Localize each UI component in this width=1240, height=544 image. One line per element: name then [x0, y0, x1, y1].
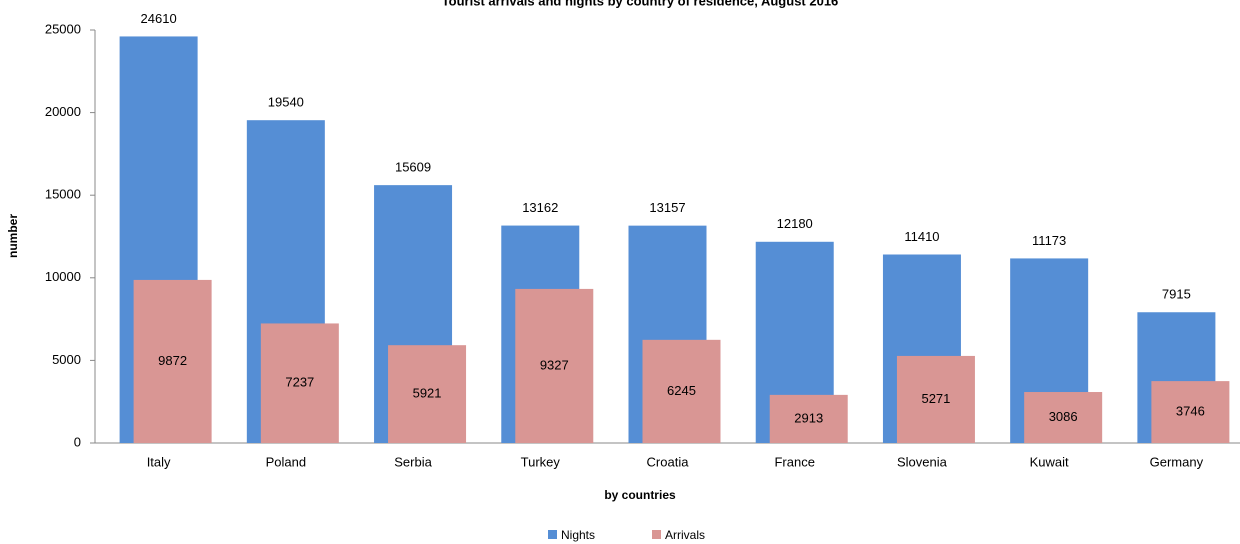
value-label: 11173 — [1032, 233, 1066, 248]
y-tick-label: 20000 — [45, 104, 81, 119]
x-tick-label: Turkey — [521, 454, 561, 469]
value-label: 5921 — [413, 386, 442, 401]
bar — [1151, 381, 1230, 443]
x-tick-label: Serbia — [394, 454, 432, 469]
bar — [1024, 392, 1103, 443]
value-label: 12180 — [777, 216, 813, 231]
bar — [260, 323, 339, 443]
legend-label: Nights — [561, 528, 595, 542]
bar — [388, 345, 467, 443]
value-label: 24610 — [141, 11, 177, 26]
value-label: 9872 — [158, 353, 187, 368]
legend-swatch — [652, 530, 661, 539]
value-label: 11410 — [904, 229, 939, 244]
value-label: 3086 — [1049, 409, 1078, 424]
bar — [133, 279, 212, 443]
bar — [515, 288, 594, 443]
bar — [769, 394, 848, 443]
x-tick-label: Poland — [266, 454, 306, 469]
y-axis-title: number — [6, 214, 20, 258]
value-label: 2913 — [794, 410, 823, 425]
bar — [896, 355, 975, 443]
value-label: 13162 — [522, 200, 558, 215]
x-tick-label: Germany — [1150, 454, 1204, 469]
x-tick-label: France — [774, 454, 814, 469]
value-label: 13157 — [649, 200, 685, 215]
value-label: 15609 — [395, 160, 431, 175]
y-tick-label: 10000 — [45, 269, 81, 284]
value-label: 7237 — [285, 375, 314, 390]
chart-title: Tourist arrivals and nights by country o… — [442, 0, 839, 8]
value-label: 7915 — [1162, 287, 1191, 302]
y-tick-label: 25000 — [45, 21, 81, 36]
value-label: 6245 — [667, 383, 696, 398]
y-tick-label: 15000 — [45, 187, 81, 202]
value-label: 9327 — [540, 357, 569, 372]
x-tick-label: Slovenia — [897, 454, 948, 469]
y-tick-label: 5000 — [52, 352, 81, 367]
value-label: 19540 — [268, 95, 304, 110]
legend-label: Arrivals — [665, 528, 705, 542]
x-tick-label: Italy — [147, 454, 171, 469]
x-tick-label: Kuwait — [1030, 454, 1069, 469]
legend-swatch — [548, 530, 557, 539]
value-label: 5271 — [921, 391, 950, 406]
y-tick-label: 0 — [74, 434, 81, 449]
value-label: 3746 — [1176, 403, 1205, 418]
x-axis-title: by countries — [604, 488, 676, 502]
bar — [642, 339, 721, 443]
x-tick-label: Croatia — [647, 454, 690, 469]
